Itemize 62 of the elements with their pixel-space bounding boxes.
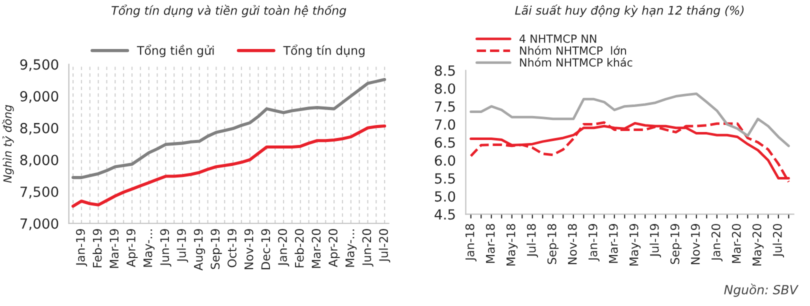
x-tick-label: May-... [346,230,357,267]
chart-title: Tổng tín dụng và tiền gửi toàn hệ thống [112,4,346,18]
y-tick-label: 7,500 [20,186,58,198]
x-tick-label: Mar-19 [110,229,119,268]
x-tick-label: Jan-20 [711,224,723,262]
x-tick-label: May-... [143,230,155,267]
x-tick-label: Jun-19 [160,229,172,267]
y-tick-label: 6.5 [434,137,455,148]
x-tick-label: Oct-19 [228,229,236,268]
line-series [72,124,386,208]
x-tick-label: Dec-19 [261,229,270,270]
y-tick-label: 7.5 [435,101,455,112]
x-tick-label: Jul-19 [650,224,662,258]
y-tick-label: 5.0 [435,191,456,202]
x-tick-label: Feb-20 [294,229,304,268]
x-tick-label: Jan-19 [588,224,600,262]
x-tick-label: Aug-19 [194,229,206,270]
x-tick-label: Jul-20 [378,229,390,262]
x-tick-label: May-19 [629,224,641,266]
line-series [72,78,386,180]
x-tick-label: Nov-19 [244,229,254,270]
y-tick-label: 9,000 [20,91,58,103]
x-tick-label: Jul-18 [526,224,538,258]
legend-label: Tổng tiền gửi [136,44,214,58]
y-tick-label: 8,500 [20,122,58,135]
y-tick-label: 4.5 [434,209,455,220]
x-tick-label: Jul-20 [772,224,784,258]
x-tick-label: Nov-19 [690,224,700,264]
legend-label: 4 NHTMCP NN [520,34,596,43]
y-tick-label: 6.0 [434,155,456,166]
chart-title: Lãi suất huy động kỳ hạn 12 tháng (%) [515,4,744,18]
x-tick-label: May-20 [752,224,764,266]
x-tick-label: Jan-18 [465,224,476,262]
x-tick-label: Jan-19 [76,229,88,266]
x-tick-label: Jan-20 [278,229,290,266]
x-tick-label: May-18 [506,224,518,266]
x-tick-label: Mar-19 [608,224,618,263]
x-tick-label: Mar-18 [486,224,495,263]
x-tick-label: Sep-19 [210,229,222,269]
x-tick-label: Jun-20 [362,229,374,267]
line-series [470,92,790,148]
x-tick-label: Feb-19 [92,229,102,268]
x-tick-label: Mar-20 [732,224,741,263]
x-tick-label: Sep-19 [670,224,682,264]
x-tick-label: Sep-18 [547,224,559,264]
y-tick-label: 9,500 [20,59,58,72]
y-tick-label: 7,000 [20,218,58,230]
y-tick-label: 8,000 [20,154,58,167]
text: Nguồn: SBV [724,284,799,297]
y-tick-label: 7.0 [435,119,456,130]
x-tick-label: Nov-18 [568,224,577,264]
y-tick-label: 8.0 [434,83,456,94]
y-tick-label: 5.5 [435,173,455,184]
y-axis-title: Nghìn tỷ đồng [2,105,14,183]
legend-label: Tổng tín dụng [283,44,364,58]
legend-label: Nhóm NHTMCP khác [520,58,632,67]
x-tick-label: Apr-20 [328,229,340,268]
x-tick-label: Mar-20 [312,229,321,268]
x-tick-label: Apr-19 [126,229,138,268]
x-tick-label: Jul-19 [176,229,188,262]
y-tick-label: 8.5 [434,65,455,76]
legend-label: Nhóm NHTMCP lớn [520,46,626,55]
